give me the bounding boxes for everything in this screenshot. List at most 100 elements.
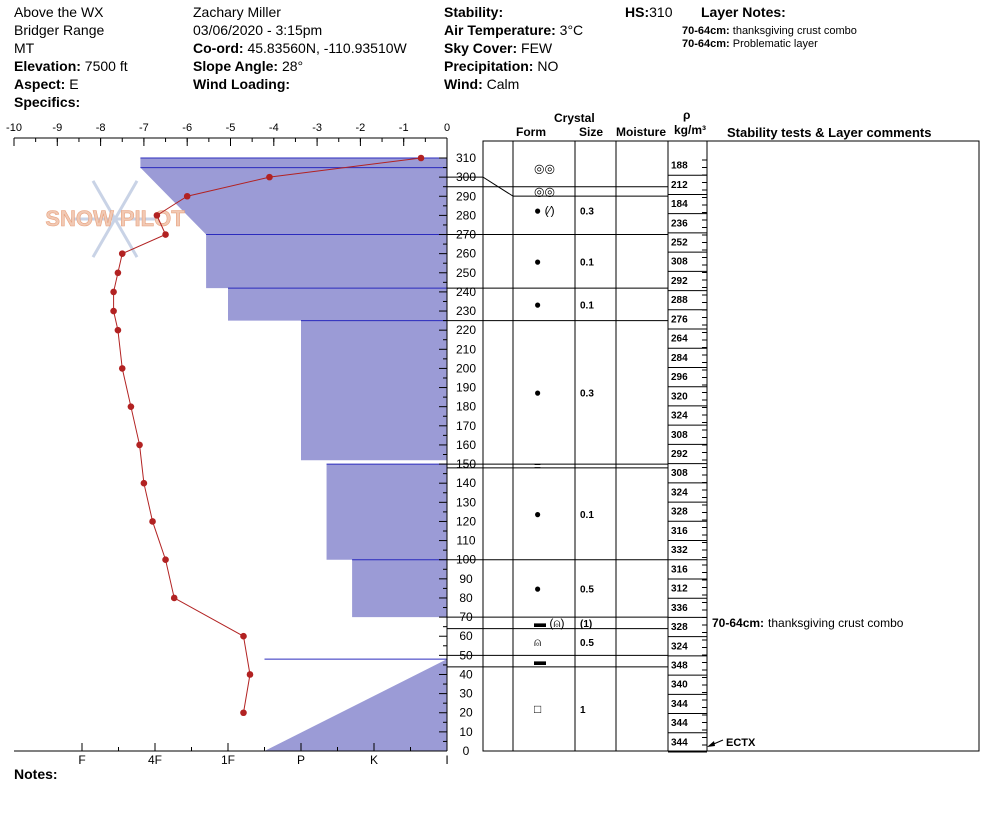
density-value: 284	[671, 353, 688, 364]
crystal-size: 0.5	[580, 584, 594, 595]
observation-datetime: 03/06/2020 - 3:15pm	[193, 22, 323, 38]
crystal-header: Crystal	[554, 111, 595, 125]
hardness-layer	[264, 659, 447, 751]
depth-tick-label: 200	[456, 361, 476, 375]
coord-value: 45.83560N, -110.93510W	[247, 40, 407, 56]
temperature-tick-label: -10	[6, 122, 22, 134]
temperature-point	[140, 479, 148, 487]
stability-label: Stability:	[444, 4, 504, 20]
hardness-tick-label: I	[445, 753, 448, 767]
density-value: 308	[671, 468, 688, 479]
density-value: 344	[671, 737, 688, 748]
density-value: 340	[671, 680, 688, 691]
watermark-text: SNOW PILOT	[45, 206, 185, 231]
temperature-tick-label: -3	[312, 122, 322, 134]
depth-tick-label: 160	[456, 438, 476, 452]
density-value: 324	[671, 641, 688, 652]
depth-tick-label: 210	[456, 342, 476, 356]
temperature-tick-label: -5	[226, 122, 236, 134]
depth-tick-label: 230	[456, 304, 476, 318]
depth-tick-label: 20	[459, 706, 473, 720]
crystal-form-symbol: □	[534, 702, 541, 716]
temperature-point	[136, 441, 143, 449]
temperature-point	[114, 326, 122, 334]
density-value: 288	[671, 295, 688, 306]
depth-tick-label: 240	[456, 285, 476, 299]
density-value: 236	[671, 218, 688, 229]
density-value: 188	[671, 161, 688, 172]
temperature-point	[246, 671, 254, 678]
layer-notes-label: Layer Notes:	[701, 4, 786, 20]
wind-loading-label: Wind Loading:	[193, 76, 291, 92]
layer-connector	[447, 176, 514, 197]
slope-value: 28°	[281, 58, 304, 74]
hardness-tick-label: K	[370, 753, 378, 767]
snowflake-arm	[113, 180, 139, 220]
temperature-point	[162, 231, 169, 238]
crystal-form-symbol: ▬	[534, 654, 546, 668]
temperature-tick-label: -7	[139, 122, 149, 134]
temperature-tick-label: -9	[52, 122, 62, 134]
slope-label: Slope Angle:	[193, 58, 279, 74]
density-value: 292	[671, 449, 688, 460]
depth-tick-label: 90	[459, 572, 473, 586]
temperature-tick-label: 0	[444, 122, 450, 134]
temperature-point	[153, 212, 161, 219]
temperature-point	[170, 594, 178, 602]
elevation-value: 7500 ft	[84, 58, 128, 74]
crystal-size: 0.3	[580, 388, 594, 399]
crystal-form-symbol: ◎◎	[534, 184, 555, 198]
temperature-tick-label: -6	[182, 122, 192, 134]
location-name: Above the WX	[14, 4, 104, 20]
hardness-profile	[140, 157, 447, 751]
hardness-layer	[326, 464, 447, 560]
air-temp-label: Air Temperature:	[444, 22, 556, 38]
density-value: 324	[671, 411, 688, 422]
crystal-size: 0.3	[580, 207, 594, 218]
temperature-point	[266, 173, 273, 181]
temperature-point	[110, 288, 117, 296]
snowpilot-watermark: SNOW PILOT	[45, 180, 186, 258]
density-value: 328	[671, 622, 688, 633]
test-arrow-head	[707, 741, 715, 747]
density-value: 308	[671, 430, 688, 441]
snowflake-arm	[113, 218, 139, 258]
density-value: 320	[671, 391, 688, 402]
density-symbol: ρ	[683, 108, 691, 122]
temperature-point	[110, 307, 117, 315]
crystal-size: 0.1	[580, 510, 594, 521]
observer-name: Zachary Miller	[193, 4, 281, 20]
temperature-point	[114, 269, 122, 277]
temperature-tick-label: -4	[269, 122, 279, 134]
stability-test-label: ECTX	[726, 737, 756, 749]
density-value: 336	[671, 603, 688, 614]
temperature-tick-label: -1	[399, 122, 409, 134]
layer-note-text: thanksgiving crust combo	[732, 25, 857, 37]
snow-height: HS:310	[625, 4, 672, 20]
density-value: 308	[671, 257, 688, 268]
crystal-size: 0.5	[580, 638, 594, 649]
depth-tick-label: 190	[456, 381, 476, 395]
temperature-point	[162, 556, 169, 564]
wind: Wind: Calm	[444, 76, 519, 92]
density-value: 344	[671, 699, 688, 710]
layer-comment-range: 70-64cm:	[712, 616, 764, 630]
density-value: 332	[671, 545, 688, 556]
depth-tick-label: 180	[456, 400, 476, 414]
layer-table: ◎◎ ◎◎ ● (⁄) 0.3 ● 0.1 ● 0.1 ● 0.3 = ● 0.1 ● 0.5 ▬ (⍝) (1…	[447, 140, 980, 753]
temperature-line	[113, 157, 422, 713]
temperature-tick-label: -8	[96, 122, 106, 134]
temperature-point	[417, 154, 425, 162]
form-header: Form	[516, 125, 546, 139]
sky-cover: Sky Cover: FEW	[444, 40, 552, 56]
density-value: 316	[671, 564, 688, 575]
precip-label: Precipitation:	[444, 58, 534, 74]
state: MT	[14, 40, 35, 56]
temperature-point	[118, 365, 126, 372]
density-value: 276	[671, 314, 688, 325]
crystal-form-symbol: ●	[534, 297, 541, 311]
density-value: 212	[671, 180, 688, 191]
hardness-tick-label: 4F	[148, 753, 162, 767]
depth-tick-label: 250	[456, 266, 476, 280]
layer-note-range: 70-64cm:	[682, 38, 730, 50]
